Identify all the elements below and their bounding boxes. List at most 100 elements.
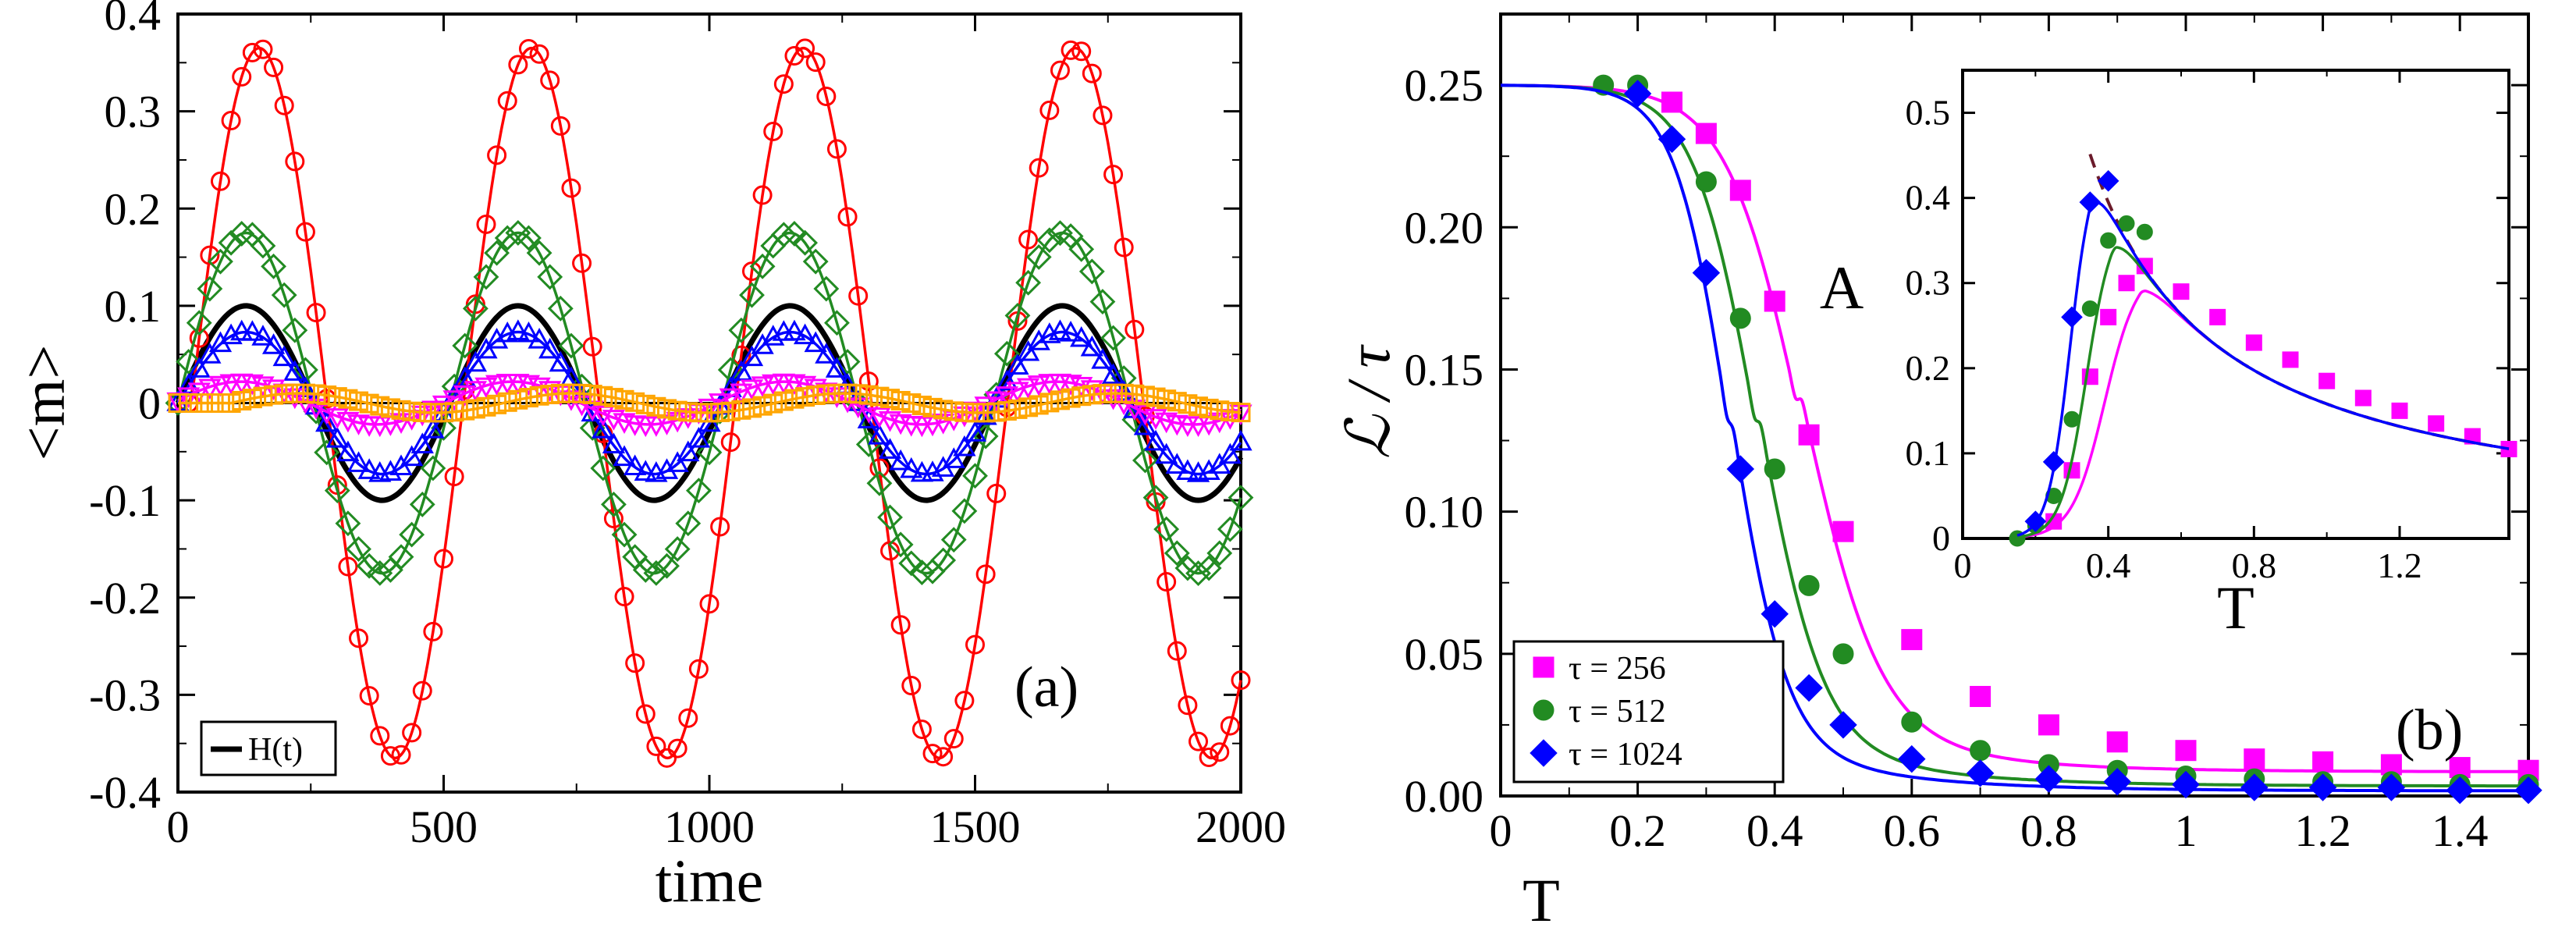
data-point <box>1167 392 1187 412</box>
y-tick-label: 0.2 <box>1906 348 1951 388</box>
data-point <box>1050 60 1070 80</box>
data-point <box>740 345 764 367</box>
data-point <box>2318 372 2336 389</box>
data-point <box>590 455 616 481</box>
data-point <box>677 440 700 462</box>
data-point <box>1132 447 1158 474</box>
data-point <box>497 392 517 412</box>
data-point <box>825 387 849 408</box>
data-point <box>2118 275 2135 292</box>
inset-background <box>1963 70 2509 538</box>
panel-b-loss-vs-temperature: 0 0.2 0.4 0.6 0.8 1 1.2 1.40.000.050.100.150.20… <box>1334 12 2542 934</box>
data-point <box>678 708 698 728</box>
data-point <box>285 383 305 403</box>
data-point <box>2209 308 2226 325</box>
data-point <box>550 115 570 136</box>
data-point <box>210 393 230 413</box>
data-point <box>1153 516 1180 542</box>
data-point <box>473 264 499 290</box>
data-point <box>1764 458 1785 480</box>
legend-label-field: H(t) <box>248 732 303 768</box>
data-point <box>868 424 891 445</box>
data-point <box>1144 429 1167 451</box>
data-point <box>887 531 914 558</box>
data-point <box>1164 540 1190 567</box>
data-point <box>1832 643 1854 665</box>
data-point <box>1004 302 1031 329</box>
data-point <box>1039 393 1060 413</box>
data-point <box>2377 773 2406 801</box>
data-point <box>561 178 581 198</box>
y-tick-label: 0.25 <box>1405 60 1484 111</box>
data-point <box>646 736 666 756</box>
y-tick-label: -0.3 <box>89 670 161 720</box>
data-point <box>890 390 911 410</box>
series-line <box>1500 83 2528 793</box>
data-point <box>645 416 668 437</box>
data-point <box>792 229 819 256</box>
data-point <box>1229 429 1252 451</box>
data-point <box>274 384 294 404</box>
data-point <box>910 416 934 438</box>
data-point <box>2079 191 2102 213</box>
data-point <box>1103 165 1124 185</box>
data-point <box>625 392 645 412</box>
data-point <box>314 439 340 466</box>
data-point <box>538 337 562 359</box>
data-point <box>282 317 308 343</box>
data-point <box>529 386 549 406</box>
data-point <box>336 440 360 462</box>
data-point <box>221 393 241 413</box>
y-tick-label: -0.4 <box>89 767 161 818</box>
data-point <box>805 52 826 73</box>
data-point <box>866 470 893 496</box>
data-point <box>933 747 954 767</box>
data-point <box>1795 673 1823 702</box>
data-point <box>2446 776 2474 805</box>
data-point <box>720 401 741 421</box>
data-point <box>763 393 783 414</box>
x-tick-label: 0.8 <box>2232 545 2277 585</box>
data-point <box>922 744 943 764</box>
data-point <box>752 185 773 205</box>
data-point <box>242 389 262 409</box>
data-point <box>995 369 1018 391</box>
data-point <box>698 398 721 420</box>
data-point <box>1695 171 1717 193</box>
data-point <box>465 399 485 419</box>
data-point <box>1080 335 1103 357</box>
data-point <box>272 345 296 367</box>
data-point <box>869 386 890 407</box>
data-point <box>1101 389 1125 410</box>
data-point <box>1050 390 1070 410</box>
x-tick-label: 500 <box>410 801 478 852</box>
data-point <box>664 536 691 562</box>
series-line <box>177 46 1242 760</box>
x-tick-label: 1.2 <box>2377 545 2422 585</box>
plot-frame <box>1499 12 2530 798</box>
data-point <box>232 390 252 410</box>
data-point <box>1125 319 1145 339</box>
data-point <box>1007 399 1028 419</box>
data-point <box>274 95 294 115</box>
legend-label: τ = 256 <box>1569 651 1666 687</box>
x-tick-label: 0.6 <box>1884 805 1941 856</box>
data-point <box>1061 40 1081 60</box>
data-point <box>1114 237 1134 258</box>
data-point <box>315 410 339 432</box>
data-point <box>751 376 774 397</box>
data-point <box>230 319 254 341</box>
data-point <box>508 55 528 75</box>
y-tick-label: 0.5 <box>1906 93 1951 133</box>
data-point <box>229 221 255 247</box>
data-point <box>412 402 432 422</box>
data-point <box>208 248 233 275</box>
data-point <box>2428 415 2445 432</box>
data-point <box>1208 412 1231 434</box>
data-point <box>2081 300 2098 317</box>
data-point <box>464 381 487 402</box>
data-point <box>476 214 496 234</box>
data-point <box>1901 629 1923 651</box>
data-point <box>518 38 538 59</box>
